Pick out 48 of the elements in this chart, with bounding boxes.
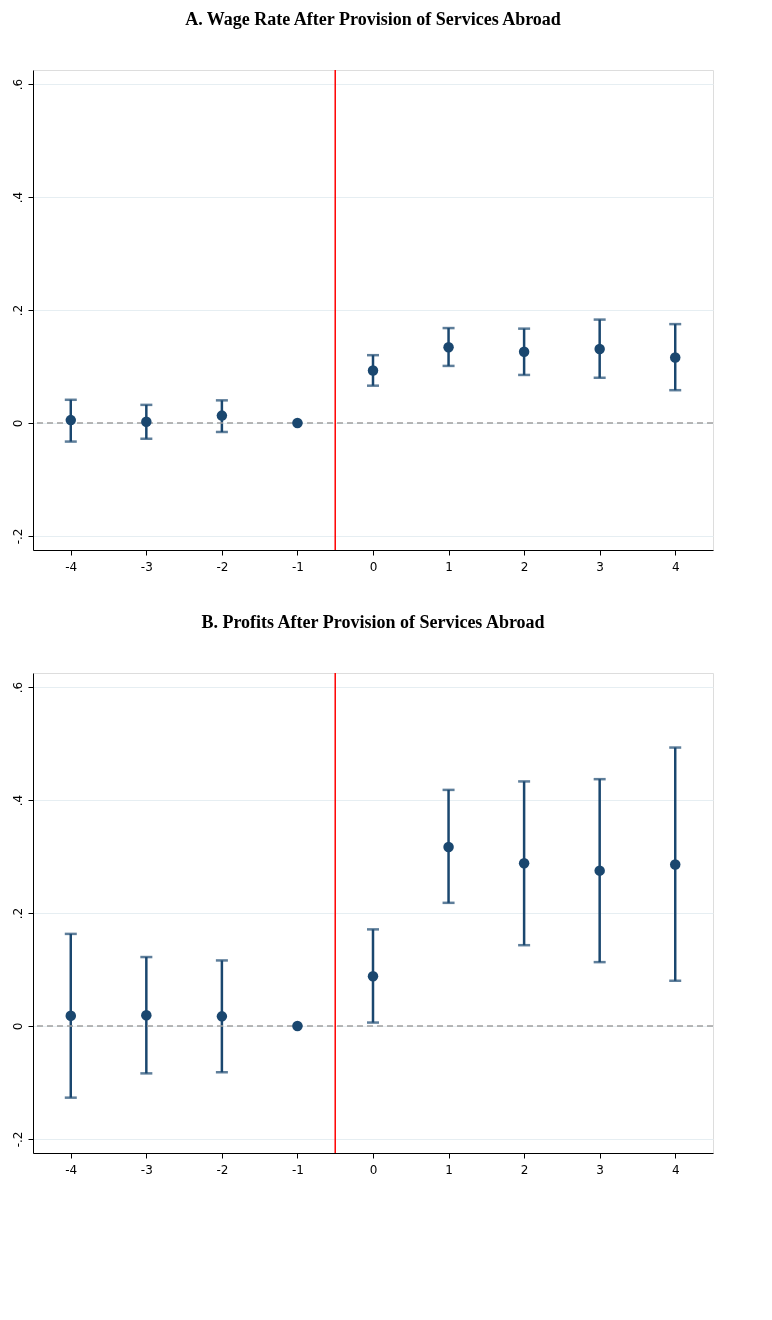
point <box>443 342 454 353</box>
y-tick-label: -.2 <box>10 528 25 545</box>
point <box>216 1011 228 1022</box>
x-tick-label: 0 <box>369 1162 378 1177</box>
x-tick-label: 4 <box>671 1162 680 1177</box>
point <box>216 410 228 421</box>
x-tick-label: -1 <box>291 559 304 574</box>
point <box>141 1009 152 1021</box>
x-tick-label: 0 <box>369 559 378 574</box>
point <box>518 858 530 869</box>
x-tick-label: -4 <box>65 1162 78 1177</box>
y-tick-label: .4 <box>10 191 25 204</box>
x-tick-label: 1 <box>445 1162 453 1177</box>
y-tick-label: .4 <box>10 794 25 807</box>
x-tick-label: 1 <box>445 559 453 574</box>
point <box>367 971 379 982</box>
x-tick-label: 2 <box>520 559 529 574</box>
point <box>518 346 530 358</box>
x-tick-label: 3 <box>596 1162 604 1177</box>
y-tick-label: .2 <box>10 907 25 920</box>
point <box>292 417 303 429</box>
point <box>594 865 605 876</box>
point <box>669 859 681 870</box>
x-tick-label: 2 <box>520 1162 529 1177</box>
y-tick-label: .2 <box>10 304 25 317</box>
point <box>669 352 681 363</box>
x-tick-label: 3 <box>596 559 604 574</box>
x-tick-label: 4 <box>671 559 680 574</box>
y-tick-label: .6 <box>10 78 25 91</box>
point <box>141 416 152 428</box>
x-tick-label: -2 <box>216 559 229 574</box>
point <box>292 1020 303 1032</box>
point <box>65 1010 77 1022</box>
chart-title: B. Profits After Provision of Services Abroad <box>201 612 545 633</box>
chart-title: A. Wage Rate After Provision of Services Abroad <box>185 9 561 30</box>
point <box>65 414 77 426</box>
point <box>367 365 379 376</box>
x-tick-label: -2 <box>216 1162 229 1177</box>
point <box>594 343 605 355</box>
x-tick-label: -3 <box>140 1162 153 1177</box>
y-tick-label: .6 <box>10 681 25 694</box>
x-tick-label: -4 <box>65 559 78 574</box>
y-tick-label: -.2 <box>10 1131 25 1148</box>
y-tick-label: 0 <box>10 1022 25 1031</box>
y-tick-label: 0 <box>10 419 25 428</box>
point <box>443 841 454 853</box>
x-tick-label: -3 <box>140 559 153 574</box>
x-tick-label: -1 <box>291 1162 304 1177</box>
